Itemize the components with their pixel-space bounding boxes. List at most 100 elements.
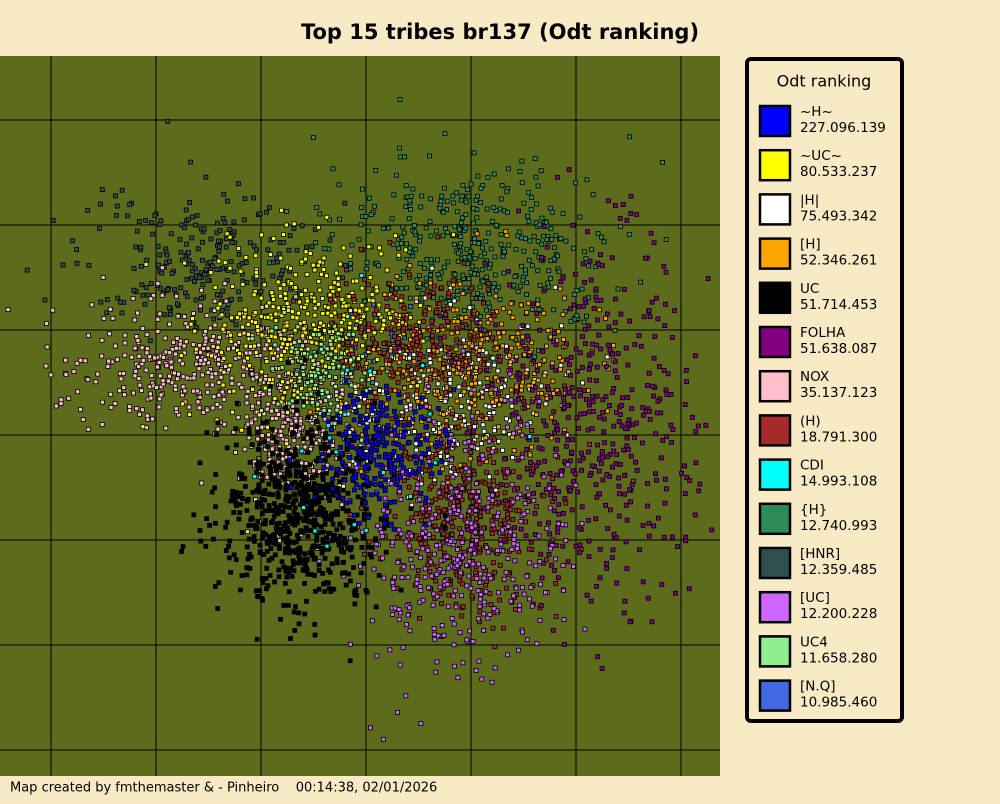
- village: [547, 521, 551, 525]
- village: [406, 377, 410, 381]
- village: [611, 352, 615, 356]
- village: [522, 592, 526, 596]
- village: [481, 565, 485, 569]
- village: [302, 400, 306, 404]
- village: [392, 409, 396, 413]
- village: [346, 491, 350, 495]
- village: [379, 252, 383, 256]
- village: [467, 574, 471, 578]
- village: [535, 369, 539, 373]
- village: [533, 355, 537, 359]
- village: [223, 323, 227, 327]
- village: [400, 287, 404, 291]
- village: [419, 542, 423, 546]
- village: [509, 302, 513, 306]
- village: [523, 406, 527, 410]
- village: [360, 378, 364, 382]
- village: [263, 347, 267, 351]
- village: [191, 389, 195, 393]
- village: [591, 342, 595, 346]
- village: [479, 514, 483, 518]
- village: [472, 272, 476, 276]
- village: [414, 512, 418, 516]
- village: [97, 227, 101, 231]
- village: [463, 376, 467, 380]
- village: [272, 514, 276, 518]
- village: [515, 355, 519, 359]
- village: [628, 488, 632, 492]
- village: [517, 509, 521, 513]
- village: [534, 438, 538, 442]
- village: [587, 367, 591, 371]
- village: [409, 194, 413, 198]
- village: [482, 526, 486, 530]
- village: [697, 489, 701, 493]
- village: [556, 522, 560, 526]
- village: [411, 381, 415, 385]
- village: [228, 539, 232, 543]
- village: [324, 489, 328, 493]
- village: [232, 230, 236, 234]
- village: [123, 333, 127, 337]
- village: [471, 639, 475, 643]
- village: [259, 289, 263, 293]
- village: [288, 234, 292, 238]
- village: [310, 552, 314, 556]
- village: [64, 358, 68, 362]
- village: [590, 394, 594, 398]
- village: [436, 329, 440, 333]
- village: [208, 523, 212, 527]
- village: [627, 135, 631, 139]
- village: [319, 321, 323, 325]
- village: [273, 335, 277, 339]
- village: [276, 402, 280, 406]
- village: [279, 358, 283, 362]
- village: [529, 473, 533, 477]
- village: [483, 261, 487, 265]
- village: [468, 548, 472, 552]
- village: [168, 322, 172, 326]
- village: [349, 267, 353, 271]
- village: [519, 520, 523, 524]
- village: [250, 443, 254, 447]
- village: [382, 508, 386, 512]
- village: [263, 440, 267, 444]
- village: [589, 599, 593, 603]
- village: [408, 457, 412, 461]
- village: [473, 236, 477, 240]
- village: [338, 456, 342, 460]
- village: [396, 561, 400, 565]
- village: [195, 214, 199, 218]
- village: [509, 398, 513, 402]
- village: [475, 321, 479, 325]
- village: [363, 401, 367, 405]
- village: [241, 282, 245, 286]
- village: [277, 568, 281, 572]
- village: [406, 613, 410, 617]
- village: [256, 437, 260, 441]
- village: [468, 425, 472, 429]
- village: [100, 188, 104, 192]
- village: [487, 405, 491, 409]
- village: [493, 570, 497, 574]
- village: [457, 385, 461, 389]
- village: [416, 400, 420, 404]
- village: [323, 522, 327, 526]
- village: [624, 540, 628, 544]
- village: [455, 356, 459, 360]
- village: [375, 357, 379, 361]
- village: [234, 443, 238, 447]
- village: [160, 271, 164, 275]
- village: [563, 497, 567, 501]
- village: [460, 367, 464, 371]
- village: [465, 431, 469, 435]
- village: [694, 430, 698, 434]
- village: [141, 293, 145, 297]
- village: [282, 565, 286, 569]
- village: [563, 642, 567, 646]
- village: [676, 545, 680, 549]
- village: [398, 97, 402, 101]
- village: [271, 274, 275, 278]
- village: [232, 510, 236, 514]
- village: [400, 241, 404, 245]
